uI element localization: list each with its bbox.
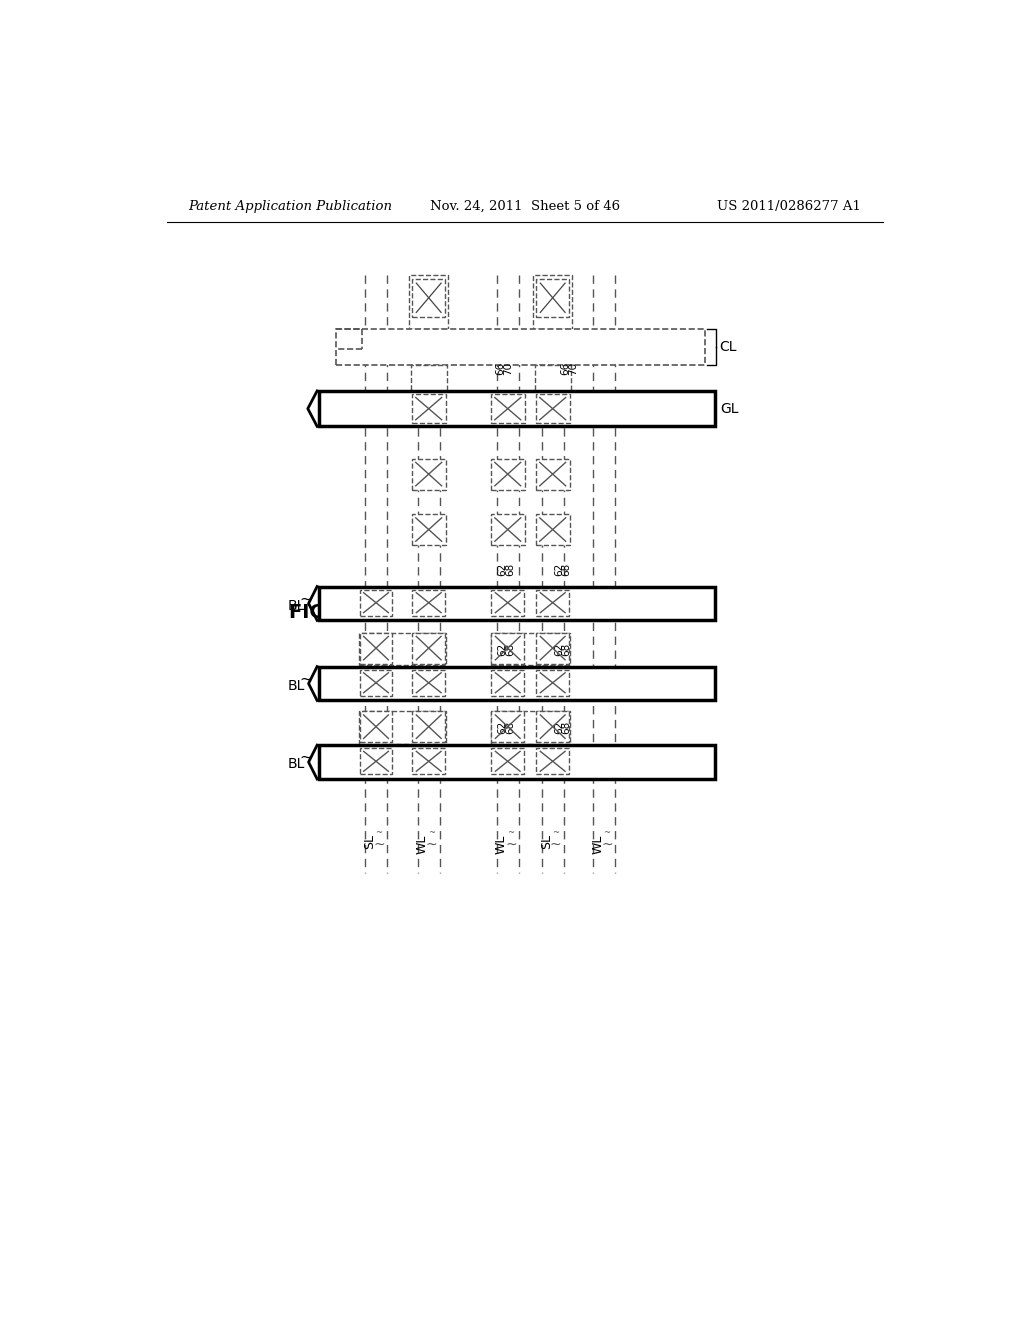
Bar (537, 748, 569, 775)
Bar (412, 395, 445, 424)
Text: US 2011/0286277 A1: US 2011/0286277 A1 (717, 199, 861, 213)
Bar (492, 632, 524, 664)
Text: ~: ~ (299, 672, 311, 686)
Text: 62: 62 (498, 721, 507, 734)
Bar (537, 669, 569, 696)
Text: ~: ~ (374, 838, 385, 851)
Bar (359, 632, 445, 665)
Bar (492, 669, 524, 696)
Text: ~: ~ (601, 838, 612, 851)
Bar (413, 632, 445, 664)
Text: 68: 68 (505, 643, 515, 656)
Text: FIG. 5: FIG. 5 (289, 603, 353, 622)
Bar (413, 279, 445, 317)
Text: Patent Application Publication: Patent Application Publication (188, 199, 392, 213)
Text: 70: 70 (568, 362, 578, 375)
Text: WL: WL (416, 834, 429, 854)
Bar (359, 632, 392, 664)
Text: BL: BL (288, 758, 305, 771)
Bar (359, 711, 445, 743)
Bar (359, 748, 445, 776)
Text: BL: BL (288, 599, 305, 612)
Text: 62: 62 (554, 721, 564, 734)
Bar (413, 748, 445, 775)
Text: ~: ~ (552, 829, 559, 837)
Bar (359, 669, 445, 697)
Bar (490, 632, 569, 665)
Bar (318, 744, 716, 779)
Text: 66: 66 (495, 362, 505, 375)
Text: 66: 66 (560, 362, 570, 375)
Bar (490, 711, 569, 743)
Bar (359, 711, 392, 742)
Text: SL: SL (364, 834, 376, 850)
Bar (359, 748, 392, 775)
Bar (537, 711, 569, 742)
Bar (412, 515, 445, 545)
Text: ~: ~ (428, 829, 435, 837)
Text: ~: ~ (603, 829, 610, 837)
Bar (492, 590, 524, 615)
Bar (537, 590, 569, 615)
Text: WL: WL (591, 834, 604, 854)
Bar (359, 590, 445, 618)
Text: WL: WL (495, 834, 508, 854)
Text: 62: 62 (498, 643, 507, 656)
Bar (537, 632, 569, 664)
Bar (492, 748, 524, 775)
Bar (413, 711, 445, 742)
Text: ~: ~ (299, 750, 311, 766)
Text: Nov. 24, 2011  Sheet 5 of 46: Nov. 24, 2011 Sheet 5 of 46 (430, 199, 620, 213)
Bar (410, 276, 449, 330)
Bar (359, 669, 392, 696)
Bar (413, 590, 445, 615)
Text: GL: GL (720, 401, 738, 416)
Text: ~: ~ (299, 591, 311, 606)
Bar (490, 590, 569, 618)
Bar (492, 711, 524, 742)
Text: ~: ~ (505, 838, 517, 851)
Bar (318, 667, 716, 701)
Bar (537, 279, 569, 317)
Text: BL: BL (288, 678, 305, 693)
Text: 68: 68 (505, 721, 515, 734)
Text: CL: CL (719, 341, 737, 354)
Bar (536, 515, 569, 545)
Bar (336, 330, 706, 364)
Bar (318, 391, 716, 426)
Bar (412, 459, 445, 490)
Text: SL: SL (540, 834, 553, 850)
Text: 68: 68 (561, 643, 571, 656)
Bar (359, 590, 392, 615)
Bar (490, 748, 569, 776)
Text: ~: ~ (426, 838, 437, 851)
Bar (490, 669, 569, 697)
Bar (490, 459, 524, 490)
Text: ~: ~ (376, 829, 383, 837)
Text: 62: 62 (554, 643, 564, 656)
Bar (411, 364, 446, 391)
Bar (536, 395, 569, 424)
Bar (490, 395, 524, 424)
Bar (535, 364, 570, 391)
Text: 70: 70 (503, 362, 513, 375)
Text: 62: 62 (554, 562, 564, 576)
Text: 68: 68 (561, 562, 571, 576)
Text: ~: ~ (507, 829, 514, 837)
Bar (413, 669, 445, 696)
Bar (534, 276, 572, 330)
Text: 62: 62 (498, 562, 507, 576)
Bar (536, 459, 569, 490)
Text: ~: ~ (550, 838, 561, 851)
Bar (490, 515, 524, 545)
Text: 68: 68 (561, 721, 571, 734)
Bar (318, 586, 716, 620)
Text: 68: 68 (505, 562, 515, 576)
